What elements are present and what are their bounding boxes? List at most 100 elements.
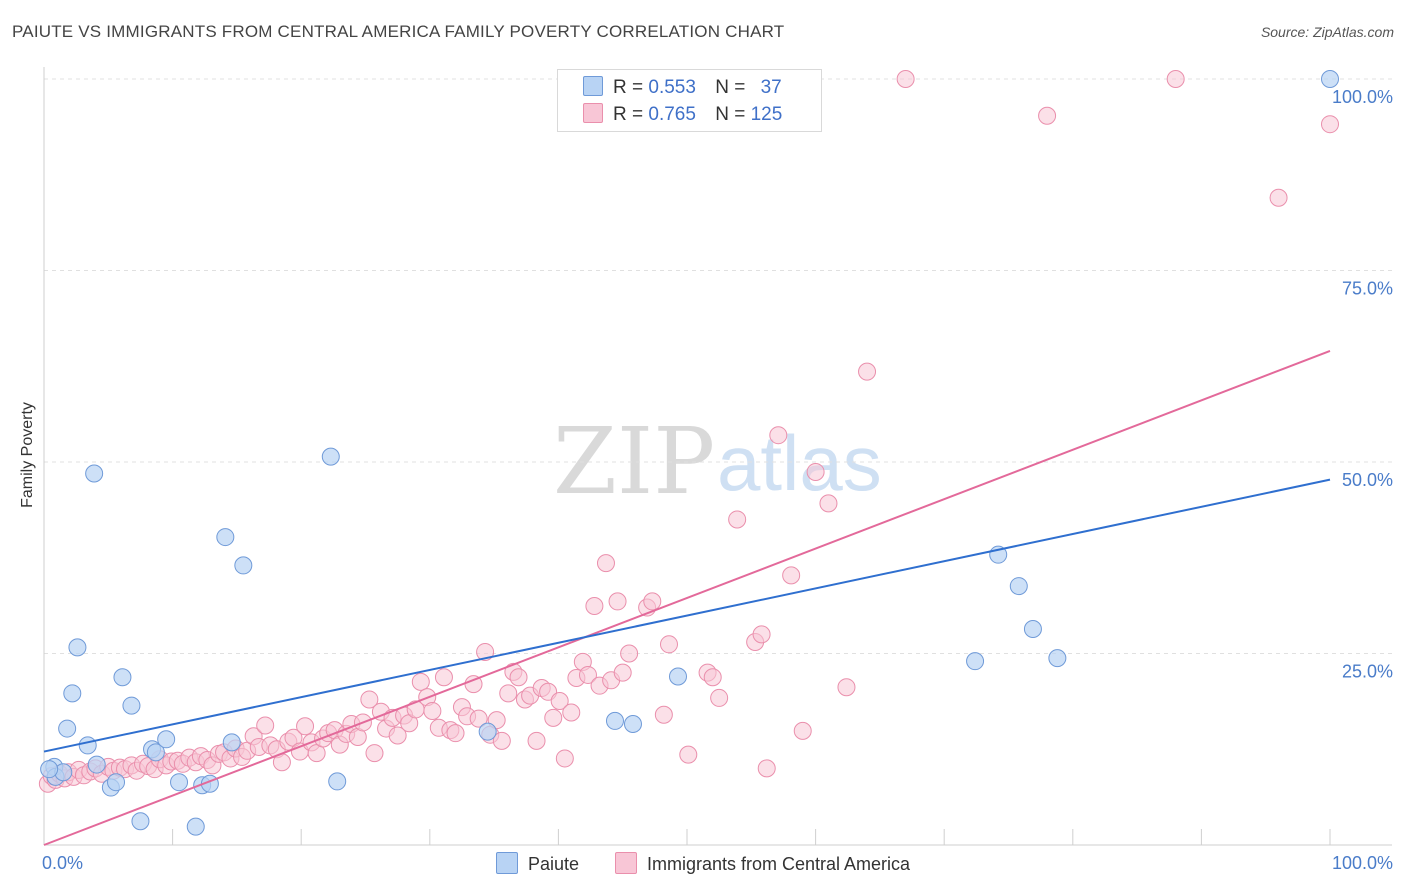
paiute-point	[107, 773, 126, 792]
central-america-point	[819, 494, 838, 513]
paiute-r-label: R =	[613, 77, 644, 98]
central-america-point	[411, 672, 430, 691]
paiute-point	[478, 722, 497, 741]
paiute-point	[170, 773, 189, 792]
central-america-point	[679, 745, 698, 764]
central-america-point	[578, 665, 597, 684]
central-america-point	[469, 709, 488, 728]
bottom-ca-label: Immigrants from Central America	[647, 854, 911, 874]
central-america-point	[1166, 70, 1185, 88]
paiute-point	[216, 528, 235, 547]
central-america-point	[492, 731, 511, 750]
y-tick-label: 100.0%	[1332, 87, 1393, 107]
central-america-swatch	[583, 103, 603, 123]
paiute-swatch	[583, 76, 603, 96]
central-america-point	[562, 703, 581, 722]
central-america-point	[858, 362, 877, 381]
central-america-point	[793, 721, 812, 740]
paiute-point	[85, 464, 104, 483]
central-america-point	[1038, 106, 1057, 125]
paiute-n-value: 37	[760, 77, 782, 98]
central-america-point	[476, 642, 495, 661]
paiute-n-label: N =	[715, 77, 746, 98]
central-america-point	[643, 592, 662, 611]
central-america-point	[757, 759, 776, 778]
paiute-points	[40, 70, 1339, 836]
central-america-point	[550, 691, 569, 710]
paiute-point	[328, 772, 347, 791]
legend: R = 0.553 N = 37 R = 0.765 N = 125	[557, 69, 822, 132]
paiute-point	[78, 736, 97, 755]
paiute-point	[966, 652, 985, 671]
central-america-point	[423, 701, 442, 720]
central-america-point	[365, 744, 384, 763]
paiute-point	[186, 817, 205, 836]
paiute-r-value: 0.553	[648, 77, 696, 98]
paiute-point	[58, 719, 77, 738]
chart-title: PAIUTE VS IMMIGRANTS FROM CENTRAL AMERIC…	[12, 22, 785, 41]
central-america-point	[499, 684, 518, 703]
trend-lines	[43, 349, 1331, 846]
central-america-point	[1269, 188, 1288, 207]
paiute-point	[40, 760, 59, 779]
central-america-point	[654, 705, 673, 724]
watermark-atlas: atlas	[717, 419, 882, 507]
central-america-point	[388, 726, 407, 745]
paiute-point	[1009, 577, 1028, 596]
central-america-point	[659, 635, 678, 654]
bottom-paiute-swatch	[496, 852, 518, 874]
bottom-legend-paiute: Paiute	[496, 852, 579, 875]
central-america-point	[752, 625, 771, 644]
central-america-point	[596, 554, 615, 573]
paiute-point	[113, 668, 132, 687]
y-tick-label: 25.0%	[1342, 662, 1393, 682]
central-america-point	[728, 510, 747, 529]
paiute-point	[63, 684, 82, 703]
central-america-point	[527, 731, 546, 750]
paiute-point	[122, 696, 141, 715]
central-america-point	[782, 566, 801, 585]
ca-r-label: R =	[613, 104, 644, 125]
paiute-point	[131, 812, 150, 831]
central-america-point	[360, 690, 379, 709]
paiute-point	[605, 711, 624, 730]
x-tick-label: 100.0%	[1332, 853, 1393, 873]
bottom-ca-swatch	[615, 852, 637, 874]
paiute-point	[157, 730, 176, 749]
ca-n-label: N =	[715, 104, 746, 125]
paiute-point	[321, 447, 340, 466]
paiute-point	[1048, 649, 1067, 668]
paiute-point	[234, 556, 253, 575]
ca-n-value: 125	[750, 104, 783, 125]
central-america-point	[613, 663, 632, 682]
central-america-point	[837, 678, 856, 697]
central-america-point	[620, 644, 639, 663]
central-america-trend-line	[43, 349, 1331, 846]
x-tick-label: 0.0%	[42, 853, 83, 873]
legend-row-central-america: R = 0.765 N = 125	[583, 103, 782, 126]
legend-row-paiute: R = 0.553 N = 37	[583, 76, 782, 99]
chart-source: Source: ZipAtlas.com	[1260, 24, 1394, 40]
central-america-point	[896, 70, 915, 88]
paiute-point	[623, 714, 642, 733]
central-america-point	[296, 717, 315, 736]
paiute-trend-line	[43, 478, 1331, 753]
y-tick-label: 50.0%	[1342, 470, 1393, 490]
paiute-point	[68, 638, 87, 657]
central-america-point	[434, 668, 453, 687]
central-america-point	[509, 668, 528, 687]
ca-r-value: 0.765	[648, 104, 696, 125]
central-america-point	[806, 462, 825, 481]
central-america-point	[769, 426, 788, 445]
paiute-point	[222, 733, 241, 752]
y-tick-label: 75.0%	[1342, 279, 1393, 299]
central-america-point	[446, 724, 465, 743]
central-america-point	[256, 716, 275, 735]
central-america-point	[585, 597, 604, 616]
paiute-point	[146, 743, 165, 762]
central-america-point	[608, 592, 627, 611]
bottom-legend-central-america: Immigrants from Central America	[615, 852, 910, 875]
paiute-point	[1023, 619, 1042, 638]
tick-labels: 25.0% 50.0% 75.0% 100.0% 0.0% 100.0%	[42, 87, 1393, 873]
central-america-point	[1321, 115, 1339, 134]
